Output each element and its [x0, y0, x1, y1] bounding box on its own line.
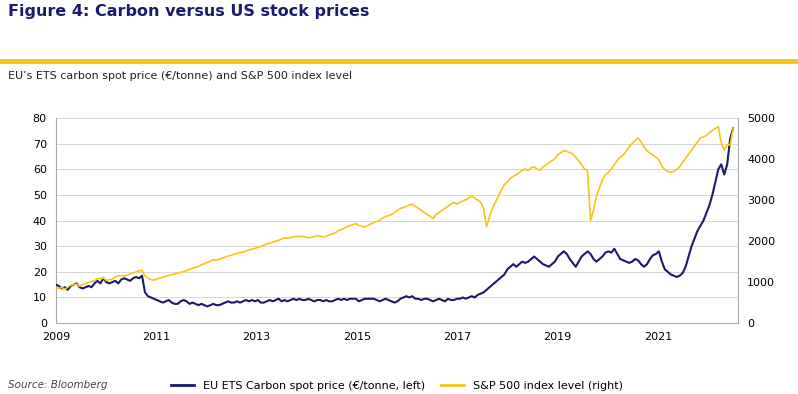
Legend: EU ETS Carbon spot price (€/tonne, left), S&P 500 index level (right): EU ETS Carbon spot price (€/tonne, left)… [167, 377, 627, 394]
Text: EU’s ETS carbon spot price (€/tonne) and S&P 500 index level: EU’s ETS carbon spot price (€/tonne) and… [8, 71, 352, 81]
Text: Source: Bloomberg: Source: Bloomberg [8, 380, 108, 390]
Text: Figure 4: Carbon versus US stock prices: Figure 4: Carbon versus US stock prices [8, 4, 369, 19]
